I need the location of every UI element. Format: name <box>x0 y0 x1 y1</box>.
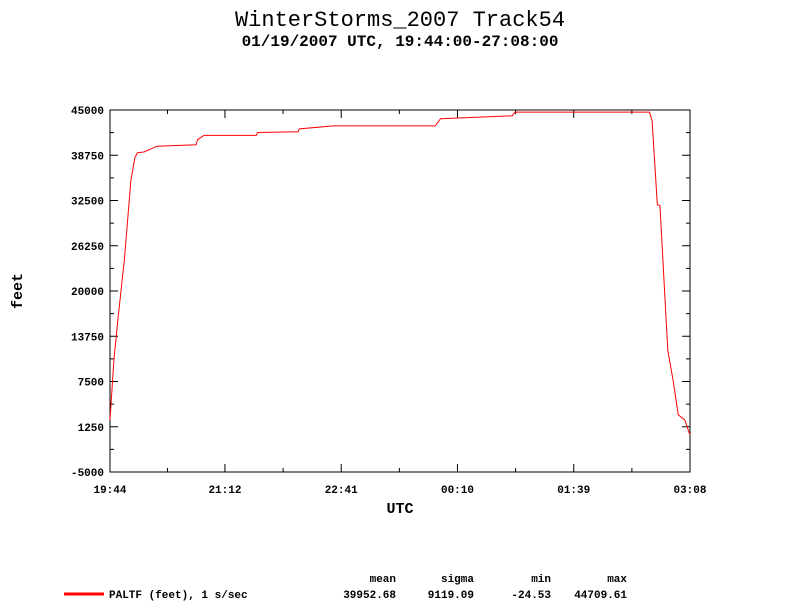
y-tick-label: 7500 <box>78 378 104 390</box>
x-axis-label: UTC <box>386 501 413 518</box>
stats-header: max <box>607 574 627 586</box>
x-tick-label: 03:08 <box>673 485 706 497</box>
x-tick-label: 00:10 <box>441 485 474 497</box>
y-tick-label: 38750 <box>71 151 104 163</box>
legend-label: PALTF (feet), 1 s/sec <box>109 590 248 602</box>
y-tick-label: 45000 <box>71 106 104 118</box>
y-tick-label: 26250 <box>71 242 104 254</box>
y-tick-label: -5000 <box>71 468 104 480</box>
chart-subtitle: 01/19/2007 UTC, 19:44:00-27:08:00 <box>242 33 559 51</box>
y-tick-label: 20000 <box>71 287 104 299</box>
x-tick-label: 22:41 <box>325 485 358 497</box>
y-axis-label: feet <box>10 273 27 309</box>
y-tick-label: 13750 <box>71 332 104 344</box>
stats-header: min <box>531 574 551 586</box>
stats-value: -24.53 <box>511 590 551 602</box>
stats-header: mean <box>370 574 396 586</box>
stats-value: 9119.09 <box>428 590 474 602</box>
stats-header: sigma <box>441 574 474 586</box>
data-line <box>109 111 691 436</box>
x-tick-label: 19:44 <box>93 485 126 497</box>
stats-value: 39952.68 <box>343 590 396 602</box>
plot-frame <box>109 109 691 473</box>
stats-value: 44709.61 <box>574 590 627 602</box>
y-tick-label: 32500 <box>71 197 104 209</box>
x-tick-label: 01:39 <box>557 485 590 497</box>
chart-title: WinterStorms_2007 Track54 <box>235 8 565 33</box>
x-tick-label: 21:12 <box>208 485 241 497</box>
y-tick-label: 1250 <box>78 423 104 435</box>
